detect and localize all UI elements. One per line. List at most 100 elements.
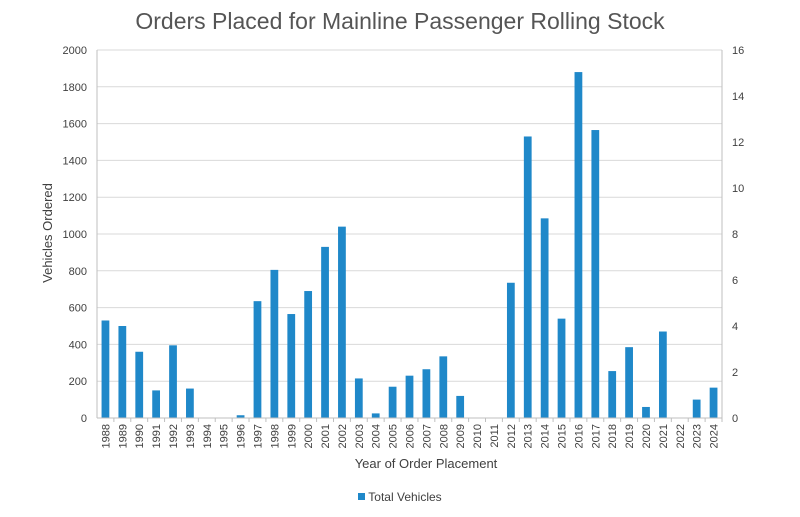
bar (101, 320, 110, 418)
x-tick-label: 2014 (540, 424, 552, 448)
x-tick-label: 2007 (421, 424, 433, 448)
chart-title: Orders Placed for Mainline Passenger Rol… (135, 8, 665, 34)
bar (169, 345, 177, 418)
x-tick-label: 2022 (675, 424, 687, 448)
x-tick-label: 2003 (354, 424, 366, 448)
secondary-y-tick-label: 0 (732, 413, 738, 425)
x-tick-label: 2011 (489, 424, 501, 448)
bar (371, 413, 380, 418)
x-tick-label: 2002 (337, 424, 349, 448)
gridlines (97, 49, 722, 382)
x-tick-labels: 1988 1989 1990 1991 1992 1993 1994 1995 1996 1997… (100, 424, 720, 448)
bar (236, 415, 245, 418)
secondary-y-tick-label: 4 (732, 321, 738, 333)
bar (388, 386, 397, 418)
bar (405, 375, 414, 418)
x-tick-label: 2017 (590, 424, 602, 448)
y-tick-label: 800 (69, 266, 87, 278)
x-tick-label: 1992 (168, 424, 180, 448)
y-tick-label: 200 (69, 376, 87, 388)
x-tick-label: 1999 (286, 424, 298, 448)
bar (270, 269, 279, 418)
bar (118, 326, 127, 418)
x-tick-label: 1990 (134, 424, 146, 448)
x-tick-label: 2008 (438, 424, 450, 448)
y-tick-label: 1600 (63, 119, 87, 131)
y-tick-labels: 0 200 400 600 800 1000 1200 1400 1600 1800 2000 (63, 45, 87, 425)
x-tick-label: 2010 (472, 424, 484, 448)
y-tick-label: 1800 (63, 82, 87, 94)
x-tick-label: 2020 (641, 424, 653, 448)
secondary-y-tick-label: 12 (732, 137, 744, 149)
x-tick-label: 2009 (455, 424, 467, 448)
x-tick-label: 2012 (506, 424, 518, 448)
y-tick-label: 0 (81, 413, 87, 425)
secondary-y-tick-label: 16 (732, 45, 744, 57)
bar (152, 390, 161, 418)
bar (692, 399, 701, 418)
bar (642, 406, 650, 418)
legend-label: Total Vehicles (368, 490, 442, 504)
x-tick-label: 2001 (320, 424, 332, 448)
bar (709, 387, 718, 418)
bar (574, 72, 583, 418)
secondary-y-tick-label: 6 (732, 275, 738, 287)
legend-swatch (358, 493, 366, 501)
bar (321, 246, 329, 418)
bar (608, 371, 617, 418)
x-tick-label: 2019 (624, 424, 636, 448)
x-axis-label: Year of Order Placement (355, 456, 498, 471)
bar (422, 369, 431, 418)
bars (101, 72, 718, 419)
y-axis-label: Vehicles Ordered (40, 183, 55, 283)
x-tick-label: 1989 (117, 424, 129, 448)
bar (625, 347, 633, 418)
x-tick-label: 2015 (557, 424, 569, 448)
x-tick-label: 1997 (252, 424, 264, 448)
bar (287, 314, 296, 418)
bar (557, 318, 566, 418)
bar (439, 356, 448, 418)
x-tick-label: 2006 (405, 424, 417, 448)
bar (540, 218, 549, 418)
x-tick-label: 2023 (692, 424, 704, 448)
bar (658, 331, 667, 418)
y-tick-label: 1400 (63, 155, 87, 167)
x-tick-label: 2024 (709, 424, 721, 448)
x-tick-label: 2018 (607, 424, 619, 448)
x-tick-label: 2016 (573, 424, 585, 448)
x-tick-label: 1995 (219, 424, 231, 448)
x-tick-label: 2021 (658, 424, 670, 448)
legend: Total Vehicles (0, 490, 800, 504)
bar (253, 301, 262, 418)
x-tick-label: 1993 (185, 424, 197, 448)
y-tick-label: 1200 (63, 192, 87, 204)
axes (96, 50, 723, 422)
x-tick-label: 1996 (236, 424, 248, 448)
secondary-y-tick-label: 14 (732, 91, 744, 103)
secondary-y-tick-label: 8 (732, 229, 738, 241)
x-tick-label: 1991 (151, 424, 163, 448)
secondary-y-tick-label: 10 (732, 183, 744, 195)
bar (354, 378, 363, 418)
y-tick-label: 2000 (63, 45, 87, 57)
bar (523, 136, 532, 419)
x-tick-label: 1998 (269, 424, 281, 448)
y-tick-label: 400 (69, 339, 87, 351)
x-tick-label: 1988 (100, 424, 112, 448)
bar (591, 130, 600, 419)
x-tick-label: 2000 (303, 424, 315, 448)
bar (338, 226, 346, 418)
y-tick-label: 600 (69, 303, 87, 315)
x-tick-label: 2005 (388, 424, 400, 448)
secondary-y-tick-label: 2 (732, 367, 738, 379)
x-tick-label: 1994 (202, 424, 214, 448)
bar (506, 282, 515, 418)
secondary-y-tick-labels: 0 2 4 6 8 10 12 14 16 (732, 45, 744, 425)
x-tick-label: 2004 (371, 424, 383, 448)
x-tick-label: 2013 (523, 424, 535, 448)
bar (456, 395, 465, 418)
y-tick-label: 1000 (63, 229, 87, 241)
bar (304, 291, 313, 418)
